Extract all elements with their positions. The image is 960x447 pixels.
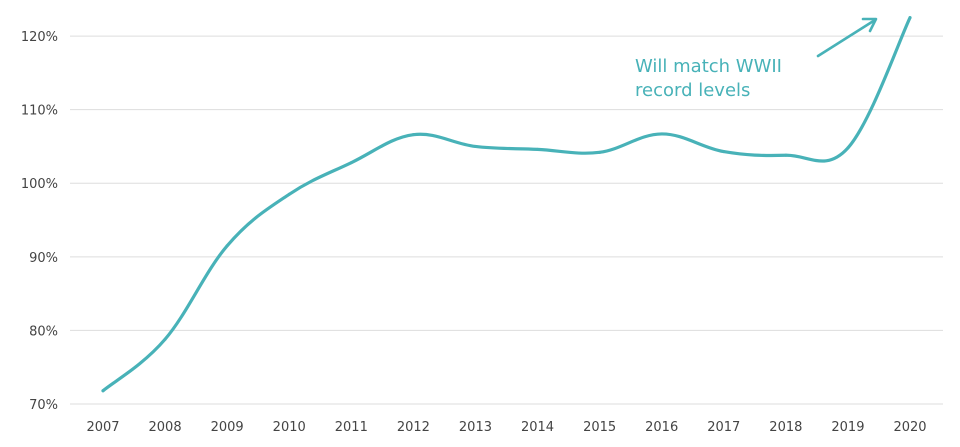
data-point bbox=[660, 132, 664, 136]
series-line bbox=[101, 16, 912, 393]
x-tick-label: 2014 bbox=[521, 420, 554, 435]
annotation-arrow-icon bbox=[816, 18, 877, 58]
y-tick-label: 70% bbox=[29, 398, 58, 413]
data-point bbox=[101, 389, 105, 393]
x-tick-label: 2019 bbox=[831, 420, 864, 435]
x-tick-label: 2010 bbox=[273, 420, 306, 435]
data-point bbox=[473, 144, 477, 148]
annotation-line: record levels bbox=[635, 80, 750, 101]
data-point bbox=[349, 161, 353, 165]
x-tick-label: 2015 bbox=[583, 420, 616, 435]
data-point bbox=[722, 150, 726, 154]
annotation-line: Will match WWII bbox=[635, 56, 782, 77]
data-point bbox=[908, 16, 912, 20]
data-point bbox=[225, 244, 229, 248]
x-tick-label: 2013 bbox=[459, 420, 492, 435]
x-tick-label: 2012 bbox=[397, 420, 430, 435]
y-tick-label: 80% bbox=[29, 324, 58, 339]
gridlines bbox=[70, 35, 943, 405]
data-point bbox=[784, 153, 788, 157]
annotation: Will match WWII record levels bbox=[635, 17, 878, 101]
series-points bbox=[101, 16, 912, 393]
y-tick-label: 110% bbox=[21, 104, 58, 119]
x-tick-label: 2011 bbox=[335, 420, 368, 435]
data-point bbox=[287, 192, 291, 196]
annotation-arrowhead-icon bbox=[861, 17, 878, 33]
x-tick-label: 2016 bbox=[645, 420, 678, 435]
y-tick-label: 100% bbox=[21, 177, 58, 192]
data-point bbox=[846, 146, 850, 150]
x-tick-label: 2008 bbox=[149, 420, 182, 435]
x-tick-label: 2018 bbox=[769, 420, 802, 435]
x-tick-label: 2017 bbox=[707, 420, 740, 435]
y-axis-tick-labels: 70% 80% 90% 100% 110% 120% bbox=[21, 30, 58, 413]
data-point bbox=[163, 337, 167, 341]
x-tick-label: 2020 bbox=[893, 420, 926, 435]
x-tick-label: 2007 bbox=[86, 420, 119, 435]
y-tick-label: 120% bbox=[21, 30, 58, 45]
y-tick-label: 90% bbox=[29, 251, 58, 266]
data-point bbox=[536, 147, 540, 151]
data-point bbox=[411, 133, 415, 137]
annotation-text: Will match WWII record levels bbox=[635, 56, 788, 101]
x-tick-label: 2009 bbox=[211, 420, 244, 435]
data-point bbox=[598, 150, 602, 154]
x-axis-tick-labels: 2007 2008 2009 2010 2011 2012 2013 2014 2015 2016… bbox=[86, 420, 926, 435]
